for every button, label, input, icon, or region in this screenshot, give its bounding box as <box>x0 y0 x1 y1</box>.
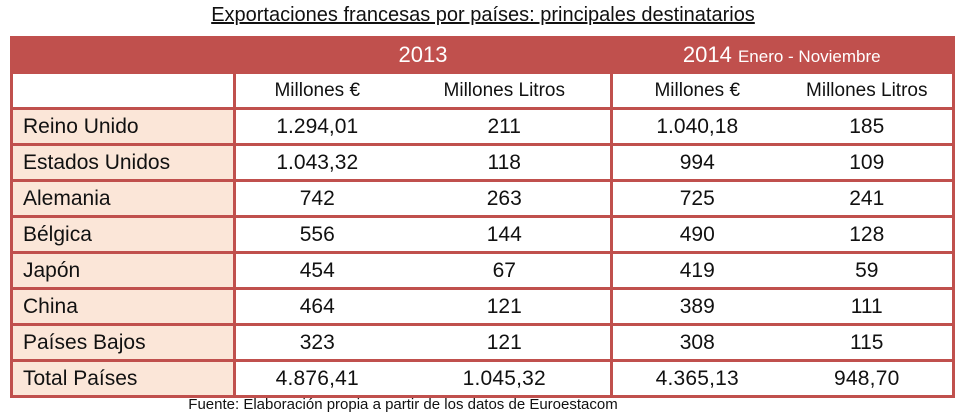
value-cell: 67 <box>398 251 612 289</box>
value-cell: 121 <box>398 323 612 361</box>
table-row: Alemania 742 263 725 241 <box>11 179 954 217</box>
total-value: 4.365,13 <box>610 359 782 397</box>
year-2013-header: 2013 <box>234 37 612 73</box>
value-cell: 419 <box>610 251 782 289</box>
exports-table: 2013 2014 Enero - Noviembre Millones € M… <box>10 36 955 398</box>
unit-header: Millones Litros <box>398 71 612 109</box>
unit-header: Millones Litros <box>781 71 954 109</box>
unit-header: Millones € <box>234 71 399 109</box>
value-cell: 211 <box>398 107 612 145</box>
value-cell: 454 <box>234 251 399 289</box>
value-cell: 464 <box>234 287 399 325</box>
country-label: Bélgica <box>11 215 236 253</box>
value-cell: 128 <box>781 215 954 253</box>
value-cell: 118 <box>398 143 612 181</box>
value-cell: 144 <box>398 215 612 253</box>
value-cell: 111 <box>781 287 954 325</box>
country-label: Alemania <box>11 179 236 217</box>
year-header-row: 2013 2014 Enero - Noviembre <box>11 37 954 73</box>
value-cell: 241 <box>781 179 954 217</box>
table-row: Bélgica 556 144 490 128 <box>11 215 954 253</box>
total-row: Total Países 4.876,41 1.045,32 4.365,13 … <box>11 359 954 397</box>
year-period-label: Enero - Noviembre <box>737 47 881 66</box>
year-label: 2013 <box>398 42 448 67</box>
total-value: 4.876,41 <box>234 359 399 397</box>
total-value: 1.045,32 <box>398 359 612 397</box>
value-cell: 323 <box>234 323 399 361</box>
country-label: Japón <box>11 251 236 289</box>
value-cell: 59 <box>781 251 954 289</box>
value-cell: 115 <box>781 323 954 361</box>
value-cell: 185 <box>781 107 954 145</box>
value-cell: 308 <box>610 323 782 361</box>
value-cell: 556 <box>234 215 399 253</box>
year-label: 2014 <box>682 42 732 67</box>
country-label: Estados Unidos <box>11 143 236 181</box>
empty-header-cell <box>11 37 235 73</box>
country-label: Países Bajos <box>11 323 236 361</box>
value-cell: 1.043,32 <box>234 143 399 181</box>
value-cell: 109 <box>781 143 954 181</box>
value-cell: 490 <box>610 215 782 253</box>
table-row: Países Bajos 323 121 308 115 <box>11 323 954 361</box>
value-cell: 725 <box>610 179 782 217</box>
total-value: 948,70 <box>781 359 954 397</box>
table-row: Estados Unidos 1.043,32 118 994 109 <box>11 143 954 181</box>
units-row: Millones € Millones Litros Millones € Mi… <box>11 71 954 109</box>
value-cell: 994 <box>610 143 782 181</box>
value-cell: 263 <box>398 179 612 217</box>
table-row: China 464 121 389 111 <box>11 287 954 325</box>
unit-header: Millones € <box>610 71 782 109</box>
value-cell: 121 <box>398 287 612 325</box>
table-row: Japón 454 67 419 59 <box>11 251 954 289</box>
country-label: China <box>11 287 236 325</box>
total-label: Total Países <box>11 359 236 397</box>
country-label: Reino Unido <box>11 107 236 145</box>
table-row: Reino Unido 1.294,01 211 1.040,18 185 <box>11 107 954 145</box>
source-note: Fuente: Elaboración propia a partir de l… <box>188 396 618 413</box>
value-cell: 1.294,01 <box>234 107 399 145</box>
value-cell: 389 <box>610 287 782 325</box>
value-cell: 1.040,18 <box>610 107 782 145</box>
table-title: Exportaciones francesas por países: prin… <box>211 4 755 26</box>
year-2014-header: 2014 Enero - Noviembre <box>611 37 954 73</box>
value-cell: 742 <box>234 179 399 217</box>
empty-units-cell <box>11 71 236 109</box>
